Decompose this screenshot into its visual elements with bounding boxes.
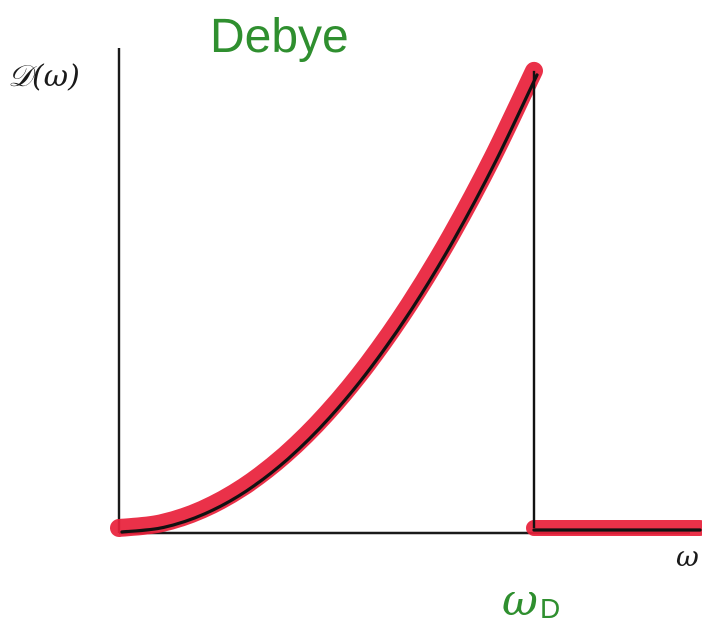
chart-title: Debye xyxy=(210,10,349,63)
series-highlight-rising xyxy=(110,61,543,537)
cutoff-label-subscript: D xyxy=(540,593,560,624)
y-axis-label: 𝒟(ω) xyxy=(8,59,80,94)
cutoff-label-symbol: ω xyxy=(502,575,538,626)
series-group xyxy=(110,61,702,537)
x-axis-label: ω xyxy=(676,540,699,573)
series-line-rising xyxy=(120,73,539,534)
